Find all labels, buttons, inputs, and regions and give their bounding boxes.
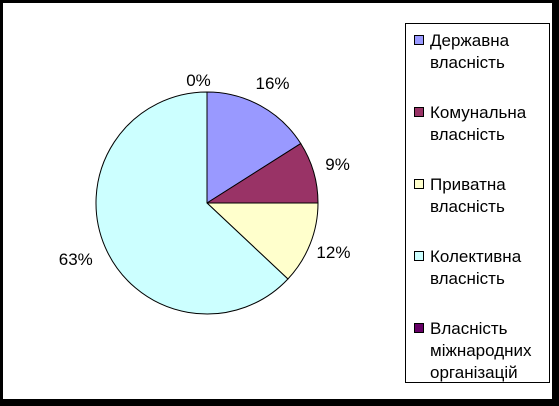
legend-swatch-5 [414,323,424,333]
legend-swatch-2 [414,107,424,117]
legend-label-4: Колективна власність [430,247,522,288]
legend-swatch-1 [414,35,424,45]
pie-chart [95,91,319,315]
pie-slice-4 [95,91,289,315]
legend-label-3: Приватна власність [430,175,506,216]
data-label-2: 9% [325,155,350,175]
legend-item-1: Державна власність [414,30,548,74]
data-label-1: 16% [255,73,290,93]
legend-label-1: Державна власність [430,31,510,72]
legend-item-5: Власність міжнародних організацій [414,318,548,384]
data-label-4: 63% [58,249,93,269]
data-label-5: 0% [186,71,211,91]
legend-label-5: Власність міжнародних організацій [430,319,532,382]
chart-frame: 16% 9% 12% 63% 0% Державна власність Комуналь… [3,3,552,399]
legend-item-4: Колективна власність [414,246,548,290]
data-label-3: 12% [316,243,351,263]
legend-swatch-4 [414,251,424,261]
plot-area [3,3,403,399]
legend-swatch-3 [414,179,424,189]
legend-item-3: Приватна власність [414,174,548,218]
legend-label-2: Комунальна власність [430,103,527,144]
legend: Державна власність Комунальна власність Пр… [405,23,550,383]
pie-slice-1 [206,91,302,204]
pie-slice-3 [205,202,319,280]
legend-item-2: Комунальна власність [414,102,548,146]
